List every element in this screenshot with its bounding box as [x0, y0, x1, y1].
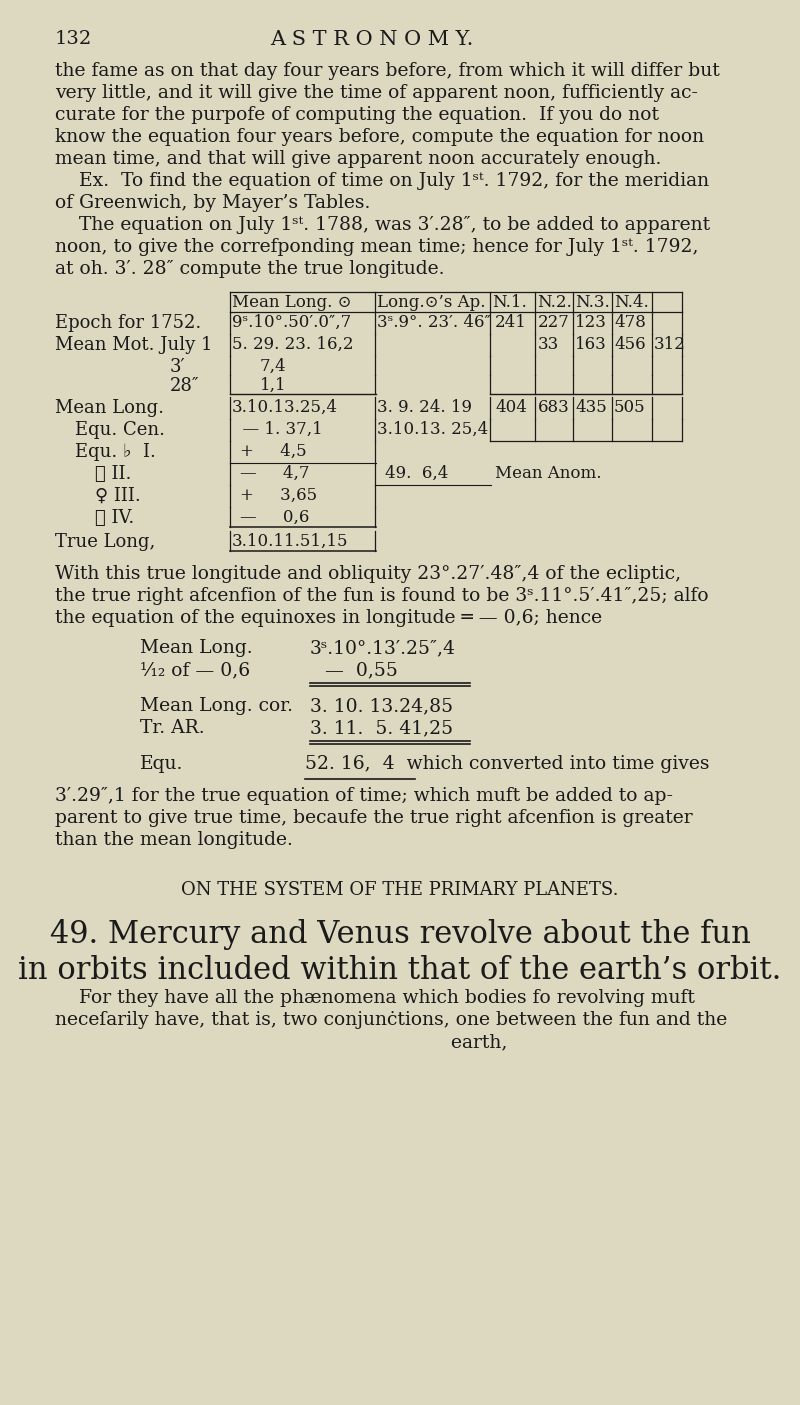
Text: neceſarily have, that is, two conjunċtions, one between the fun and the: neceſarily have, that is, two conjunċtio…: [55, 1012, 727, 1028]
Text: For they have all the phænomena which bodies fo revolving muft: For they have all the phænomena which bo…: [55, 989, 695, 1007]
Text: 312: 312: [654, 336, 686, 353]
Text: Mean Long. ⊙: Mean Long. ⊙: [232, 294, 351, 311]
Text: 3. 9. 24. 19: 3. 9. 24. 19: [377, 399, 472, 416]
Text: 3.10.11.51,15: 3.10.11.51,15: [232, 532, 349, 549]
Text: know the equation four years before, compute the equation for noon: know the equation four years before, com…: [55, 128, 704, 146]
Text: than the mean longitude.: than the mean longitude.: [55, 830, 293, 849]
Text: curate for the purpofe of computing the equation.  If you do not: curate for the purpofe of computing the …: [55, 105, 659, 124]
Text: Mean Long.: Mean Long.: [140, 639, 253, 658]
Text: 1,1: 1,1: [260, 377, 286, 393]
Text: Epoch for 1752.: Epoch for 1752.: [55, 313, 202, 332]
Text: mean time, and that will give apparent noon accurately enough.: mean time, and that will give apparent n…: [55, 150, 662, 169]
Text: A S T R O N O M Y.: A S T R O N O M Y.: [270, 30, 474, 49]
Text: 241: 241: [495, 313, 527, 332]
Text: ♋ IV.: ♋ IV.: [95, 509, 134, 527]
Text: N.3.: N.3.: [575, 294, 610, 311]
Text: 3ˢ.10°.13′.25″,4: 3ˢ.10°.13′.25″,4: [310, 639, 456, 658]
Text: Equ. Cen.: Equ. Cen.: [75, 422, 165, 438]
Text: very little, and it will give the time of apparent noon, fufficiently ac-: very little, and it will give the time o…: [55, 84, 698, 103]
Text: of Greenwich, by Mayer’s Tables.: of Greenwich, by Mayer’s Tables.: [55, 194, 370, 212]
Text: noon, to give the correfponding mean time; hence for July 1ˢᵗ. 1792,: noon, to give the correfponding mean tim…: [55, 237, 698, 256]
Text: 3. 10. 13.24,85: 3. 10. 13.24,85: [310, 697, 453, 715]
Text: 3.10.13. 25,4: 3.10.13. 25,4: [377, 422, 488, 438]
Text: Equ.: Equ.: [140, 754, 183, 773]
Text: N.4.: N.4.: [614, 294, 649, 311]
Text: N.1.: N.1.: [492, 294, 526, 311]
Text: 9ˢ.10°.50′.0″,7: 9ˢ.10°.50′.0″,7: [232, 313, 351, 332]
Text: 404: 404: [495, 399, 527, 416]
Text: the equation of the equinoxes in longitude ═ — 0,6; hence: the equation of the equinoxes in longitu…: [55, 608, 602, 627]
Text: 7,4: 7,4: [260, 358, 286, 375]
Text: Long.⊙’s Ap.: Long.⊙’s Ap.: [377, 294, 486, 311]
Text: Mean Long. cor.: Mean Long. cor.: [140, 697, 293, 715]
Text: Tr. AR.: Tr. AR.: [140, 719, 205, 738]
Text: 227: 227: [538, 313, 570, 332]
Text: ℟ II.: ℟ II.: [95, 465, 131, 483]
Text: —     0,6: — 0,6: [240, 509, 310, 525]
Text: 3′.29″,1 for the true equation of time; which muft be added to ap-: 3′.29″,1 for the true equation of time; …: [55, 787, 673, 805]
Text: +     3,65: + 3,65: [240, 488, 317, 504]
Text: 478: 478: [614, 313, 646, 332]
Text: Ex.  To find the equation of time on July 1ˢᵗ. 1792, for the meridian: Ex. To find the equation of time on July…: [55, 171, 709, 190]
Text: 5. 29. 23. 16,2: 5. 29. 23. 16,2: [232, 336, 354, 353]
Text: 3′: 3′: [170, 358, 186, 377]
Text: in orbits included within that of the earth’s orbit.: in orbits included within that of the ea…: [18, 955, 782, 986]
Text: 435: 435: [575, 399, 606, 416]
Text: parent to give true time, becaufe the true right afcenfion is greater: parent to give true time, becaufe the tr…: [55, 809, 693, 828]
Text: 683: 683: [538, 399, 570, 416]
Text: Mean Anom.: Mean Anom.: [495, 465, 602, 482]
Text: the fame as on that day four years before, from which it will differ but: the fame as on that day four years befor…: [55, 62, 720, 80]
Text: at oh. 3′. 28″ compute the true longitude.: at oh. 3′. 28″ compute the true longitud…: [55, 260, 445, 278]
Text: 3.10.13.25,4: 3.10.13.25,4: [232, 399, 338, 416]
Text: 28″: 28″: [170, 377, 200, 395]
Text: 163: 163: [575, 336, 606, 353]
Text: The equation on July 1ˢᵗ. 1788, was 3′.28″, to be added to apparent: The equation on July 1ˢᵗ. 1788, was 3′.2…: [55, 216, 710, 235]
Text: Mean Long.: Mean Long.: [55, 399, 164, 417]
Text: 3ˢ.9°. 23′. 46″: 3ˢ.9°. 23′. 46″: [377, 313, 490, 332]
Text: 52. 16,  4  which converted into time gives: 52. 16, 4 which converted into time give…: [305, 754, 710, 773]
Text: 3. 11.  5. 41,25: 3. 11. 5. 41,25: [310, 719, 453, 738]
Text: 505: 505: [614, 399, 646, 416]
Text: 49. Mercury and Venus revolve about the fun: 49. Mercury and Venus revolve about the …: [50, 919, 750, 950]
Text: —     4,7: — 4,7: [240, 465, 310, 482]
Text: earth,: earth,: [55, 1033, 507, 1051]
Text: 49.  6,4: 49. 6,4: [385, 465, 448, 482]
Text: With this true longitude and obliquity 23°.27′.48″,4 of the ecliptic,: With this true longitude and obliquity 2…: [55, 565, 681, 583]
Text: 132: 132: [55, 30, 92, 48]
Text: +     4,5: + 4,5: [240, 443, 306, 459]
Text: Mean Mot. July 1: Mean Mot. July 1: [55, 336, 213, 354]
Text: ¹⁄₁₂ of — 0,6: ¹⁄₁₂ of — 0,6: [140, 660, 250, 679]
Text: ♀ III.: ♀ III.: [95, 488, 141, 504]
Text: 33: 33: [538, 336, 559, 353]
Text: 456: 456: [614, 336, 646, 353]
Text: — 1. 37,1: — 1. 37,1: [232, 422, 322, 438]
Text: 123: 123: [575, 313, 607, 332]
Text: Equ. ♭  I.: Equ. ♭ I.: [75, 443, 156, 461]
Text: —  0,55: — 0,55: [325, 660, 398, 679]
Text: the true right afcenfion of the fun is found to be 3ˢ.11°.5′.41″,25; alfo: the true right afcenfion of the fun is f…: [55, 587, 709, 606]
Text: True Long,: True Long,: [55, 532, 155, 551]
Text: ON THE SYSTEM OF THE PRIMARY PLANETS.: ON THE SYSTEM OF THE PRIMARY PLANETS.: [182, 881, 618, 899]
Text: N.2.: N.2.: [537, 294, 572, 311]
